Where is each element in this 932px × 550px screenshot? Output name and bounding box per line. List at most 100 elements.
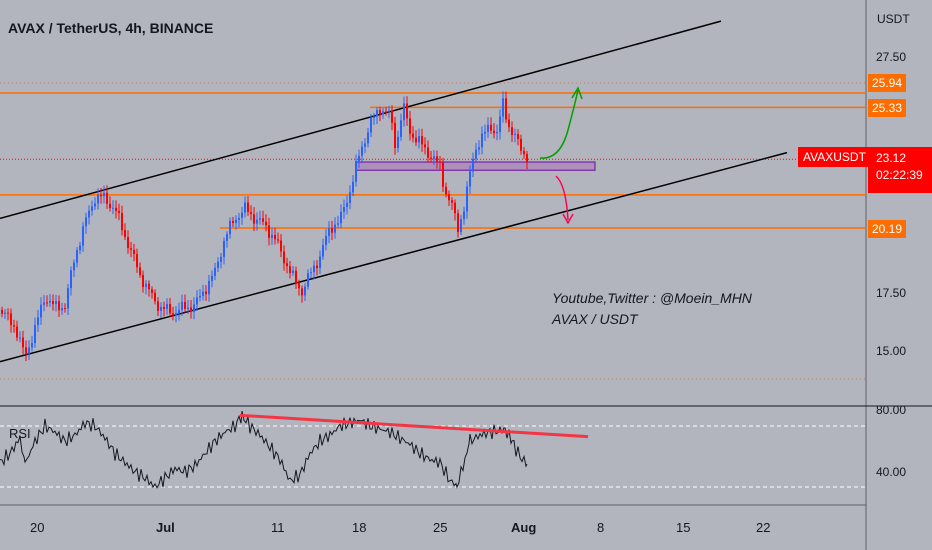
candle-body bbox=[172, 313, 174, 316]
candle-body bbox=[160, 306, 162, 311]
candle-body bbox=[520, 138, 522, 151]
date-tick: 20 bbox=[30, 520, 45, 535]
candle-body bbox=[283, 251, 285, 264]
candle-body bbox=[325, 235, 327, 246]
candle-body bbox=[169, 303, 171, 314]
last-price: 23.12 bbox=[876, 151, 907, 165]
candle-body bbox=[418, 136, 420, 143]
date-tick: 18 bbox=[352, 520, 367, 535]
candle-body bbox=[382, 111, 384, 115]
candle-body bbox=[466, 186, 468, 212]
candle-body bbox=[517, 134, 519, 139]
candle-body bbox=[526, 154, 528, 163]
candle-body bbox=[328, 228, 330, 236]
candle-body bbox=[64, 308, 66, 310]
candle-body bbox=[52, 300, 54, 305]
candle-body bbox=[256, 219, 258, 224]
candle-body bbox=[91, 206, 93, 211]
candle-body bbox=[367, 132, 369, 144]
candle-body bbox=[244, 202, 246, 213]
candle-body bbox=[415, 137, 417, 143]
date-tick: 8 bbox=[597, 520, 605, 535]
candle-body bbox=[448, 194, 450, 201]
candle-body bbox=[295, 270, 297, 284]
candle-body bbox=[115, 207, 117, 211]
candle-body bbox=[370, 118, 372, 133]
candle-body bbox=[43, 302, 45, 305]
candle-body bbox=[298, 283, 300, 289]
candle-body bbox=[187, 307, 189, 309]
candle-body bbox=[163, 306, 165, 309]
candle-body bbox=[250, 212, 252, 215]
candle-body bbox=[106, 192, 108, 204]
candle-body bbox=[406, 103, 408, 119]
candle-body bbox=[190, 307, 192, 312]
rsi-line bbox=[0, 410, 528, 489]
date-tick: 22 bbox=[756, 520, 771, 535]
candle-body bbox=[94, 203, 96, 207]
candle-body bbox=[124, 230, 126, 238]
candle-body bbox=[85, 217, 87, 227]
candle-body bbox=[22, 337, 24, 348]
candle-body bbox=[28, 347, 30, 354]
candle-body bbox=[13, 325, 15, 327]
candle-body bbox=[196, 297, 198, 305]
candle-body bbox=[73, 262, 75, 271]
channel-upper-line bbox=[0, 20, 722, 220]
candle-body bbox=[262, 218, 264, 222]
rsi-tick: 40.00 bbox=[876, 465, 907, 479]
date-tick: Aug bbox=[511, 520, 537, 535]
level-tag: 25.94 bbox=[868, 74, 907, 92]
candle-body bbox=[109, 203, 111, 209]
candle-body bbox=[421, 136, 423, 145]
candle-body bbox=[274, 234, 276, 240]
candle-body bbox=[46, 302, 48, 304]
candle-body bbox=[331, 228, 333, 233]
date-tick: Jul bbox=[156, 520, 175, 535]
candle-body bbox=[145, 283, 147, 288]
rsi-label: RSI bbox=[9, 426, 31, 441]
candle-body bbox=[112, 207, 114, 209]
candle-body bbox=[88, 210, 90, 218]
candle-body bbox=[151, 289, 153, 293]
candle-body bbox=[505, 98, 507, 120]
candle-body bbox=[220, 256, 222, 262]
candle-body bbox=[436, 156, 438, 162]
candle-body bbox=[346, 202, 348, 208]
candle-body bbox=[319, 256, 321, 269]
candle-body bbox=[442, 162, 444, 187]
candle-body bbox=[217, 261, 219, 268]
candle-body bbox=[175, 313, 177, 316]
candle-body bbox=[400, 120, 402, 137]
candle-body bbox=[337, 223, 339, 225]
candle-body bbox=[121, 212, 123, 231]
bearish-arrowhead bbox=[562, 213, 574, 225]
chart-title: AVAX / TetherUS, 4h, BINANCE bbox=[8, 20, 214, 36]
bullish-arrow bbox=[539, 89, 579, 159]
channel-lower-line bbox=[0, 151, 788, 363]
candle-body bbox=[139, 267, 141, 275]
candle-body bbox=[445, 186, 447, 195]
candle-body bbox=[208, 280, 210, 295]
candle-body bbox=[61, 308, 63, 311]
candle-body bbox=[130, 248, 132, 250]
candle-body bbox=[427, 147, 429, 158]
candle-body bbox=[253, 214, 255, 224]
candle-body bbox=[235, 219, 237, 224]
candle-body bbox=[385, 111, 387, 113]
candle-body bbox=[499, 116, 501, 133]
candle-body bbox=[523, 150, 525, 155]
candle-body bbox=[388, 110, 390, 112]
candle-body bbox=[97, 194, 99, 204]
price-tick: 27.50 bbox=[876, 50, 907, 64]
candle-body bbox=[67, 288, 69, 309]
candle-body bbox=[457, 213, 459, 233]
candle-body bbox=[4, 312, 6, 314]
candle-body bbox=[391, 110, 393, 123]
candle-body bbox=[403, 103, 405, 121]
candle-body bbox=[211, 275, 213, 281]
candle-body bbox=[40, 304, 42, 318]
candle-body bbox=[358, 155, 360, 162]
